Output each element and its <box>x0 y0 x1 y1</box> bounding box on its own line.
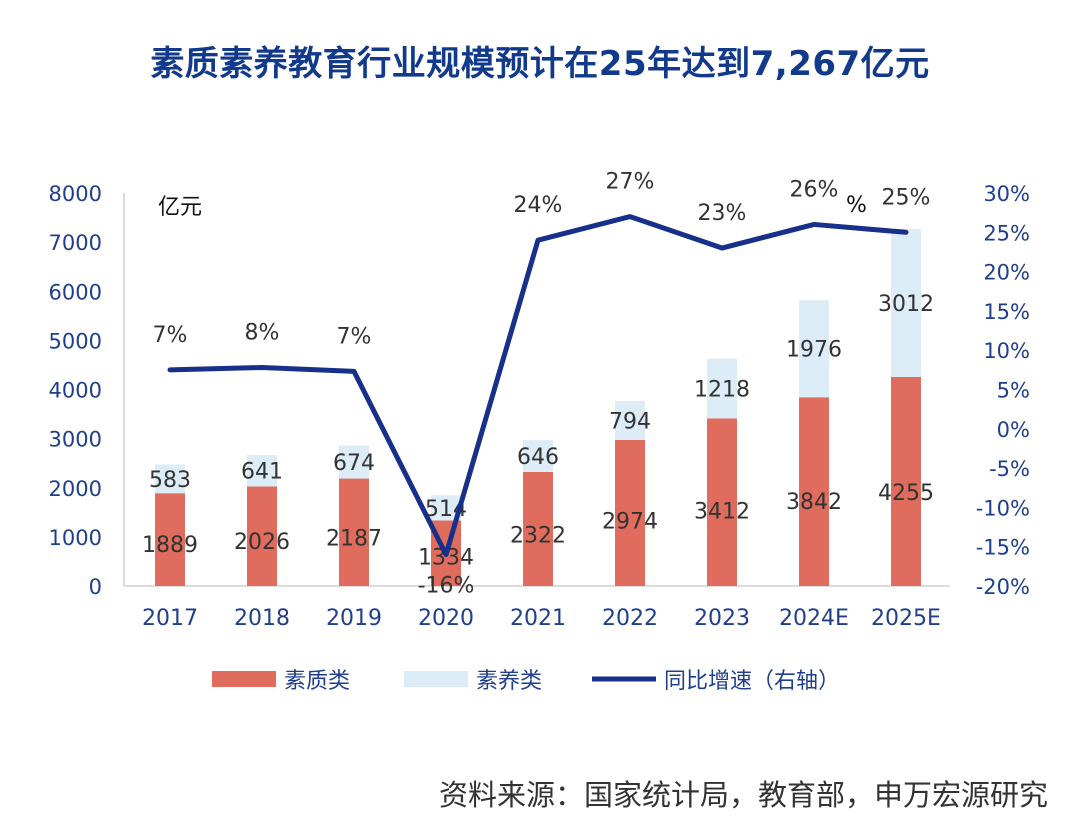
left-axis-unit: 亿元 <box>158 195 202 220</box>
right-axis-unit: % <box>846 193 867 218</box>
bar-label-suzhi: 2974 <box>602 509 658 534</box>
right-tick-label: -15% <box>976 536 1030 560</box>
bar-suyang <box>707 358 737 419</box>
growth-label: -16% <box>418 574 475 599</box>
growth-line <box>167 214 909 558</box>
left-tick-label: 2000 <box>49 477 102 501</box>
bar-label-suzhi: 3412 <box>694 500 750 525</box>
x-tick-label: 2019 <box>326 606 382 631</box>
legend-label-growth: 同比增速（右轴） <box>664 669 840 694</box>
growth-label: 23% <box>698 201 747 226</box>
left-tick-label: 4000 <box>49 379 102 403</box>
x-tick-label: 2017 <box>142 606 198 631</box>
right-tick-label: 15% <box>983 300 1030 324</box>
right-tick-label: -20% <box>976 575 1030 599</box>
left-tick-label: 3000 <box>49 428 102 452</box>
x-tick-label: 2020 <box>418 606 474 631</box>
right-tick-label: 10% <box>983 339 1030 363</box>
bar-label-suyang: 641 <box>241 460 283 485</box>
bar-labels: 1889583202664121876741334514232264629747… <box>142 292 934 571</box>
bar-suyang <box>615 400 645 440</box>
bar-label-suzhi: 2026 <box>234 530 290 555</box>
left-axis-ticks: 0 1000 2000 3000 4000 5000 6000 7000 8000 <box>49 182 102 599</box>
bar-label-suzhi: 3842 <box>786 490 842 515</box>
bar-label-suyang: 674 <box>333 451 375 476</box>
bar-suyang <box>247 454 277 487</box>
bar-label-suyang: 1218 <box>694 377 750 402</box>
bar-label-suyang: 1976 <box>786 338 842 363</box>
bar-label-suyang: 3012 <box>878 292 934 317</box>
bar-suyang <box>891 229 921 377</box>
right-tick-label: 0% <box>997 418 1030 442</box>
growth-label: 24% <box>514 193 563 218</box>
bars <box>155 229 921 586</box>
left-tick-label: 1000 <box>49 526 102 550</box>
left-tick-label: 8000 <box>49 182 102 206</box>
growth-label: 7% <box>337 324 372 349</box>
bar-label-suzhi: 1889 <box>142 533 198 558</box>
growth-line-group <box>167 214 909 558</box>
bar-label-suyang: 583 <box>149 468 191 493</box>
bar-suyang <box>799 300 829 398</box>
bar-suzhi <box>247 486 277 586</box>
bar-suzhi <box>891 376 921 586</box>
bar-suzhi <box>615 439 645 586</box>
left-tick-label: 5000 <box>49 329 102 353</box>
left-tick-label: 0 <box>89 575 102 599</box>
bar-label-suzhi: 2187 <box>326 527 382 552</box>
growth-label: 25% <box>882 185 931 210</box>
legend-label-suzhi: 素质类 <box>284 669 350 694</box>
left-tick-label: 6000 <box>49 280 102 304</box>
bar-suzhi <box>707 418 737 586</box>
legend-swatch-suyang <box>404 671 468 687</box>
growth-label: 7% <box>153 323 188 348</box>
right-tick-label: -10% <box>976 496 1030 520</box>
bar-label-suzhi: 4255 <box>878 481 934 506</box>
x-axis-ticks: 2017 2018 2019 2020 2021 2022 2023 2024E 2025E <box>142 606 941 631</box>
right-tick-label: 30% <box>983 182 1030 206</box>
legend-swatch-suzhi <box>212 671 276 687</box>
legend-label-suyang: 素养类 <box>476 669 542 694</box>
x-tick-label: 2022 <box>602 606 658 631</box>
bar-label-suyang: 794 <box>609 409 651 434</box>
bar-suzhi <box>523 471 553 586</box>
right-tick-label: 5% <box>997 379 1030 403</box>
chart-title: 素质素养教育行业规模预计在25年达到7,267亿元 <box>150 44 930 84</box>
source-note: 资料来源：国家统计局，教育部，申万宏源研究 <box>438 778 1048 812</box>
x-tick-label: 2025E <box>871 606 941 631</box>
left-tick-label: 7000 <box>49 231 102 255</box>
bar-suzhi <box>155 493 185 586</box>
bar-label-suyang: 646 <box>517 445 559 470</box>
growth-label: 26% <box>790 177 839 202</box>
bar-label-suzhi: 2322 <box>510 524 566 549</box>
bar-suyang <box>155 464 185 494</box>
bar-suyang <box>523 440 553 472</box>
right-tick-label: -5% <box>989 457 1030 481</box>
x-tick-label: 2023 <box>694 606 750 631</box>
x-tick-label: 2021 <box>510 606 566 631</box>
growth-label: 27% <box>606 170 655 195</box>
right-axis-ticks: -20% -15% -10% -5% 0% 5% 10% 15% 20% 25% 30% <box>976 182 1030 599</box>
legend: 素质类 素养类 同比增速（右轴） <box>212 669 840 694</box>
bar-suzhi <box>339 478 369 586</box>
x-tick-label: 2024E <box>779 606 849 631</box>
bar-suyang <box>339 445 369 479</box>
x-tick-label: 2018 <box>234 606 290 631</box>
growth-labels: 7% 8% 7% -16% 24% 27% 23% 26% 25% <box>153 170 931 599</box>
bar-suzhi <box>799 397 829 586</box>
growth-label: 8% <box>245 320 280 345</box>
right-tick-label: 25% <box>983 221 1030 245</box>
right-tick-label: 20% <box>983 261 1030 285</box>
